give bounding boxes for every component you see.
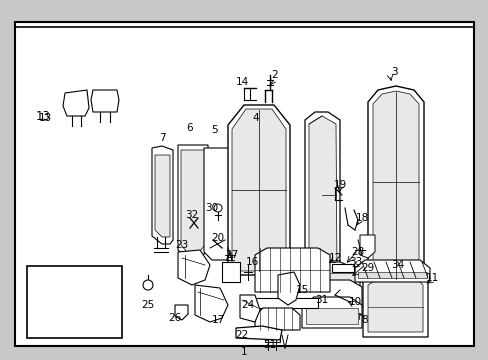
Polygon shape <box>264 332 280 342</box>
Text: 5: 5 <box>211 125 218 135</box>
Text: 7: 7 <box>159 133 165 143</box>
Polygon shape <box>155 155 170 237</box>
Text: 26: 26 <box>168 313 181 323</box>
Polygon shape <box>305 308 357 324</box>
Polygon shape <box>305 112 339 278</box>
Polygon shape <box>372 91 418 280</box>
Polygon shape <box>359 235 374 258</box>
Polygon shape <box>278 272 299 305</box>
Polygon shape <box>178 250 209 285</box>
Text: 6: 6 <box>186 123 193 133</box>
Polygon shape <box>91 90 119 112</box>
Text: 28: 28 <box>351 247 364 257</box>
Text: 4: 4 <box>252 113 259 123</box>
Text: 33: 33 <box>348 257 362 267</box>
Text: 25: 25 <box>141 300 154 310</box>
Text: 31: 31 <box>315 295 328 305</box>
Polygon shape <box>178 145 207 258</box>
Text: 9: 9 <box>226 253 233 263</box>
Text: 30: 30 <box>205 203 218 213</box>
Text: 32: 32 <box>185 210 198 220</box>
Text: 19: 19 <box>333 180 346 190</box>
Polygon shape <box>362 272 427 337</box>
Polygon shape <box>195 285 227 322</box>
Text: 12: 12 <box>328 253 341 263</box>
Text: 23: 23 <box>175 240 188 250</box>
Text: 29: 29 <box>361 263 374 273</box>
Polygon shape <box>240 295 260 322</box>
Text: 2: 2 <box>271 70 278 80</box>
Polygon shape <box>203 148 234 260</box>
Polygon shape <box>175 305 187 320</box>
Bar <box>27 266 122 338</box>
Polygon shape <box>254 248 329 292</box>
Text: 18: 18 <box>355 213 368 223</box>
Text: 24: 24 <box>241 300 254 310</box>
Text: 3: 3 <box>390 67 397 77</box>
Text: 11: 11 <box>425 273 438 283</box>
Polygon shape <box>302 297 361 328</box>
Polygon shape <box>254 308 299 330</box>
Polygon shape <box>231 109 285 271</box>
Text: 20: 20 <box>211 233 224 243</box>
Circle shape <box>214 204 222 212</box>
Polygon shape <box>254 298 317 308</box>
Polygon shape <box>305 273 354 286</box>
Text: 13: 13 <box>38 113 52 123</box>
Text: 34: 34 <box>390 260 404 270</box>
Polygon shape <box>152 146 173 244</box>
Polygon shape <box>63 90 89 116</box>
Polygon shape <box>236 326 282 340</box>
Text: 14: 14 <box>235 77 248 87</box>
Polygon shape <box>181 150 204 252</box>
Polygon shape <box>357 272 426 278</box>
Polygon shape <box>222 262 240 282</box>
Text: 17: 17 <box>211 315 224 325</box>
Text: 8: 8 <box>361 315 367 325</box>
Text: 10: 10 <box>348 297 361 307</box>
Polygon shape <box>227 105 289 275</box>
Polygon shape <box>354 260 429 282</box>
Text: 21: 21 <box>263 340 276 350</box>
Text: 1: 1 <box>240 347 247 357</box>
Polygon shape <box>299 262 359 290</box>
Text: 22: 22 <box>235 330 248 340</box>
Circle shape <box>142 280 153 290</box>
Text: 27: 27 <box>225 250 238 260</box>
Polygon shape <box>331 264 353 272</box>
Polygon shape <box>367 86 423 287</box>
Text: 13: 13 <box>36 109 50 122</box>
Polygon shape <box>308 116 336 273</box>
Polygon shape <box>367 277 422 332</box>
Text: 15: 15 <box>295 285 308 295</box>
Text: 16: 16 <box>245 257 258 267</box>
Polygon shape <box>294 280 361 307</box>
